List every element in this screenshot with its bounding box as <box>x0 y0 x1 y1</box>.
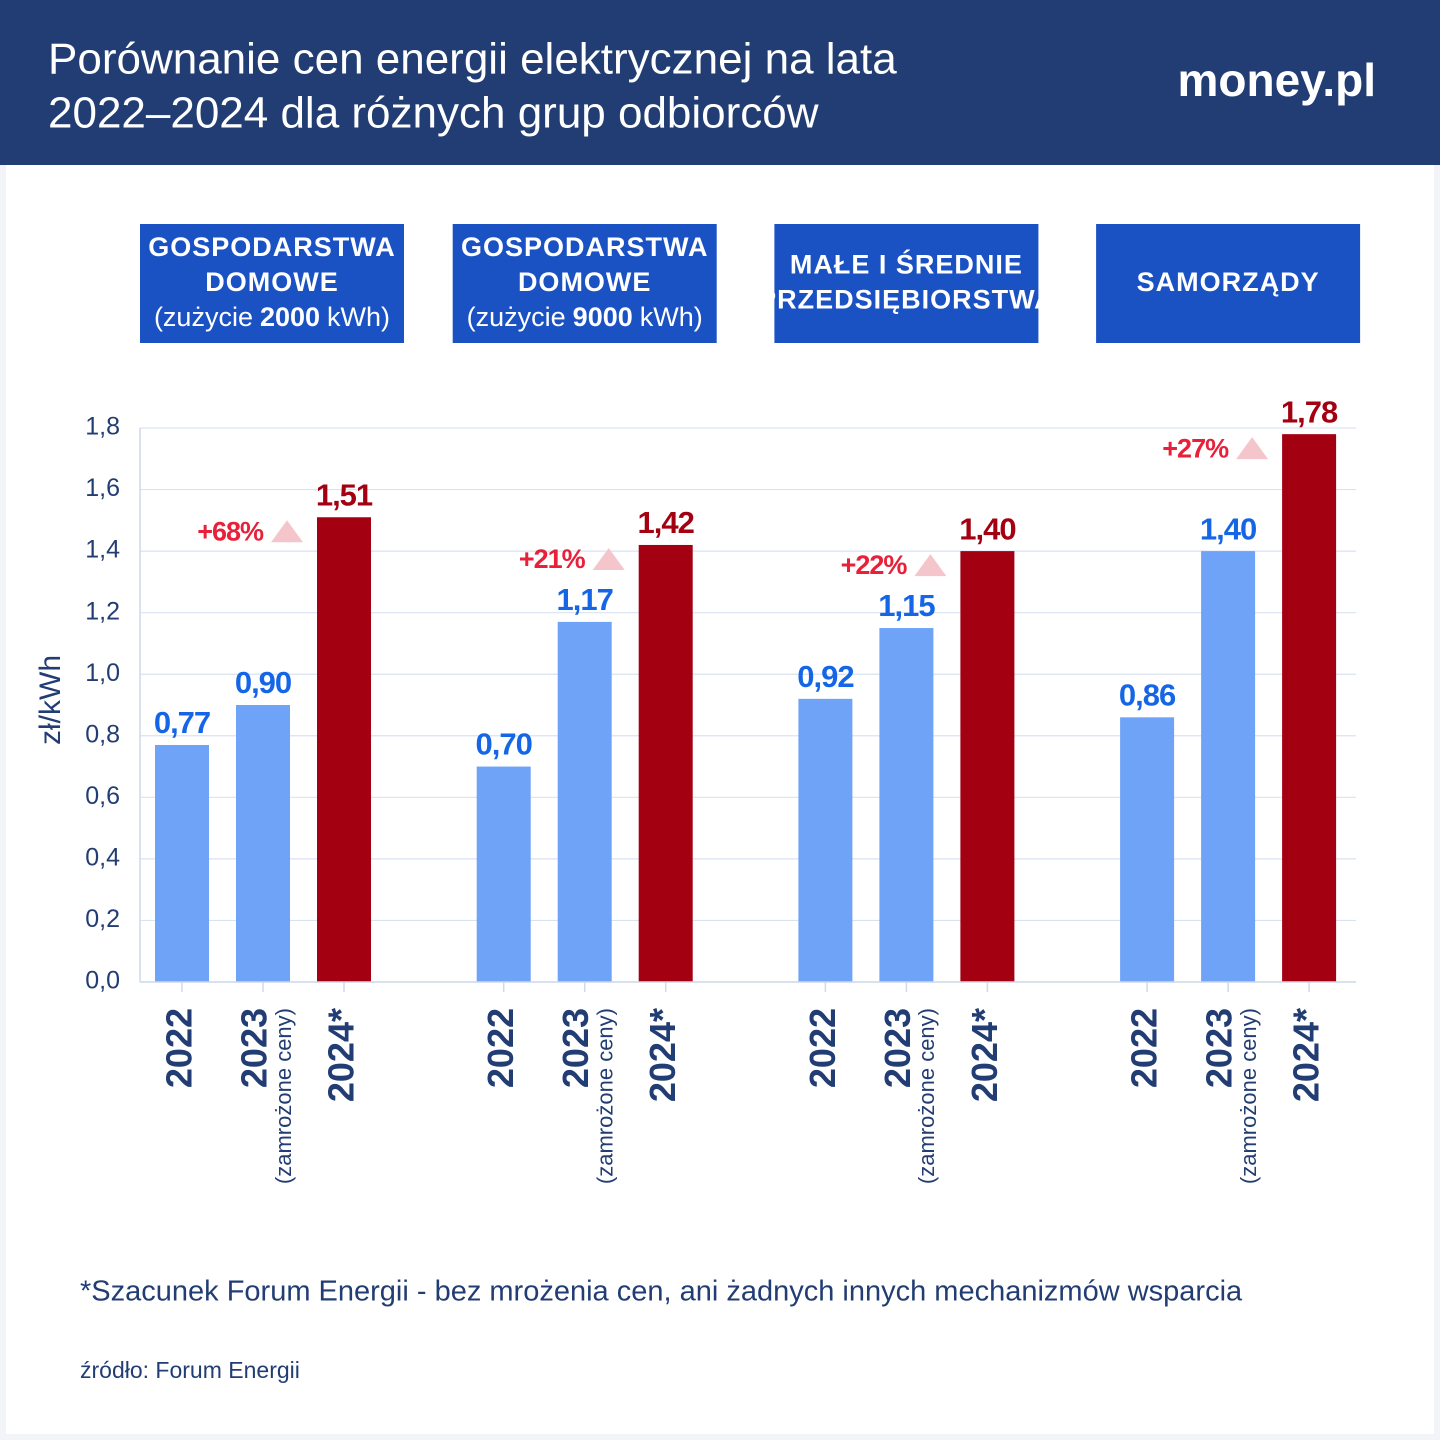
value-label: 0,86 <box>1119 677 1176 712</box>
value-label: 0,70 <box>476 727 532 762</box>
change-label: +22% <box>841 550 908 580</box>
panel-header <box>140 224 404 343</box>
x-tick-label: 2023 <box>555 1008 596 1088</box>
y-tick-label: 1,2 <box>85 597 120 625</box>
y-tick-label: 0,6 <box>85 782 120 810</box>
value-label: 1,42 <box>638 505 694 540</box>
bar <box>1201 551 1256 982</box>
value-label: 1,40 <box>1200 511 1256 546</box>
panel-header <box>774 224 1039 343</box>
bar <box>1120 717 1175 982</box>
header-bar <box>0 0 1440 165</box>
bar <box>155 745 209 982</box>
change-arrow <box>592 547 625 570</box>
brand-logo: money.pl <box>1177 54 1376 106</box>
panel-title: PRZEDSIĘBIORSTWA <box>758 285 1055 315</box>
x-tick-note: (zamrożone ceny) <box>1236 1008 1261 1184</box>
chart-title: 2022–2024 dla różnych grup odbiorców <box>48 89 819 138</box>
y-tick-label: 1,0 <box>85 659 120 687</box>
change-label: +27% <box>1162 433 1229 463</box>
panel-header <box>1096 224 1361 343</box>
panel-subtitle-part: 9000 <box>573 302 633 332</box>
panel-title: DOMOWE <box>518 267 652 297</box>
x-tick-label: 2022 <box>480 1008 521 1088</box>
x-tick-label: 2022 <box>159 1008 200 1088</box>
x-tick-label: 2024* <box>321 1008 362 1102</box>
y-tick-label: 1,8 <box>85 413 120 441</box>
panel-subtitle-part: kWh) <box>640 302 703 332</box>
value-label: 1,40 <box>959 511 1015 546</box>
panel-title: GOSPODARSTWA <box>461 232 709 262</box>
panel-header <box>452 224 717 343</box>
change-label: +21% <box>519 544 586 574</box>
x-tick-note: (zamrożone ceny) <box>593 1008 618 1184</box>
panel-title: SAMORZĄDY <box>1137 267 1320 297</box>
x-tick-label: 2024* <box>642 1008 683 1102</box>
x-tick-note: (zamrożone ceny) <box>271 1008 296 1184</box>
bar <box>798 698 853 982</box>
y-tick-label: 1,4 <box>85 536 120 564</box>
bar <box>638 544 693 982</box>
bar <box>236 705 290 982</box>
value-label: 0,92 <box>797 659 853 694</box>
value-label: 1,15 <box>878 588 935 623</box>
panel-subtitle: (zużycie 2000 kWh) <box>154 302 390 332</box>
footnote: *Szacunek Forum Energii - bez mrożenia c… <box>80 1276 1243 1308</box>
change-arrow <box>1236 437 1269 460</box>
value-label: 1,78 <box>1281 394 1338 429</box>
x-tick-label: 2022 <box>1124 1008 1165 1088</box>
value-label: 1,51 <box>316 477 373 512</box>
bar <box>317 517 371 982</box>
source: źródło: Forum Energii <box>80 1357 300 1383</box>
panel-title: MAŁE I ŚREDNIE <box>790 249 1023 280</box>
bar <box>557 621 612 982</box>
panel-title: DOMOWE <box>205 267 339 297</box>
x-tick-label: 2022 <box>802 1008 843 1088</box>
bar <box>960 551 1015 982</box>
panel-subtitle: (zużycie 9000 kWh) <box>467 302 703 332</box>
value-label: 0,90 <box>235 665 291 700</box>
panel-subtitle-part: (zużycie <box>154 302 253 332</box>
value-label: 0,77 <box>154 705 210 740</box>
x-tick-note: (zamrożone ceny) <box>914 1008 939 1184</box>
panel-title: GOSPODARSTWA <box>148 232 396 262</box>
chart-title: Porównanie cen energii elektrycznej na l… <box>48 35 897 84</box>
x-tick-label: 2024* <box>964 1008 1005 1102</box>
panel-subtitle-part: 2000 <box>260 302 320 332</box>
y-tick-label: 0,0 <box>85 967 120 995</box>
x-tick-label: 2023 <box>234 1008 275 1088</box>
change-arrow <box>271 520 303 543</box>
change-arrow <box>914 554 947 577</box>
y-tick-label: 0,2 <box>85 905 120 933</box>
value-label: 1,17 <box>557 582 613 617</box>
x-tick-label: 2023 <box>877 1008 918 1088</box>
change-label: +68% <box>197 516 264 546</box>
x-tick-label: 2024* <box>1286 1008 1327 1102</box>
panel-subtitle-part: (zużycie <box>467 302 566 332</box>
x-tick-label: 2023 <box>1199 1008 1240 1088</box>
panel-subtitle-part: kWh) <box>327 302 390 332</box>
y-tick-label: 0,8 <box>85 720 120 748</box>
y-axis-label: zł/kWh <box>34 655 67 745</box>
bar <box>1282 434 1337 983</box>
y-tick-label: 1,6 <box>85 474 120 502</box>
bar <box>879 628 934 982</box>
bar <box>476 766 531 982</box>
y-tick-label: 0,4 <box>85 843 120 871</box>
